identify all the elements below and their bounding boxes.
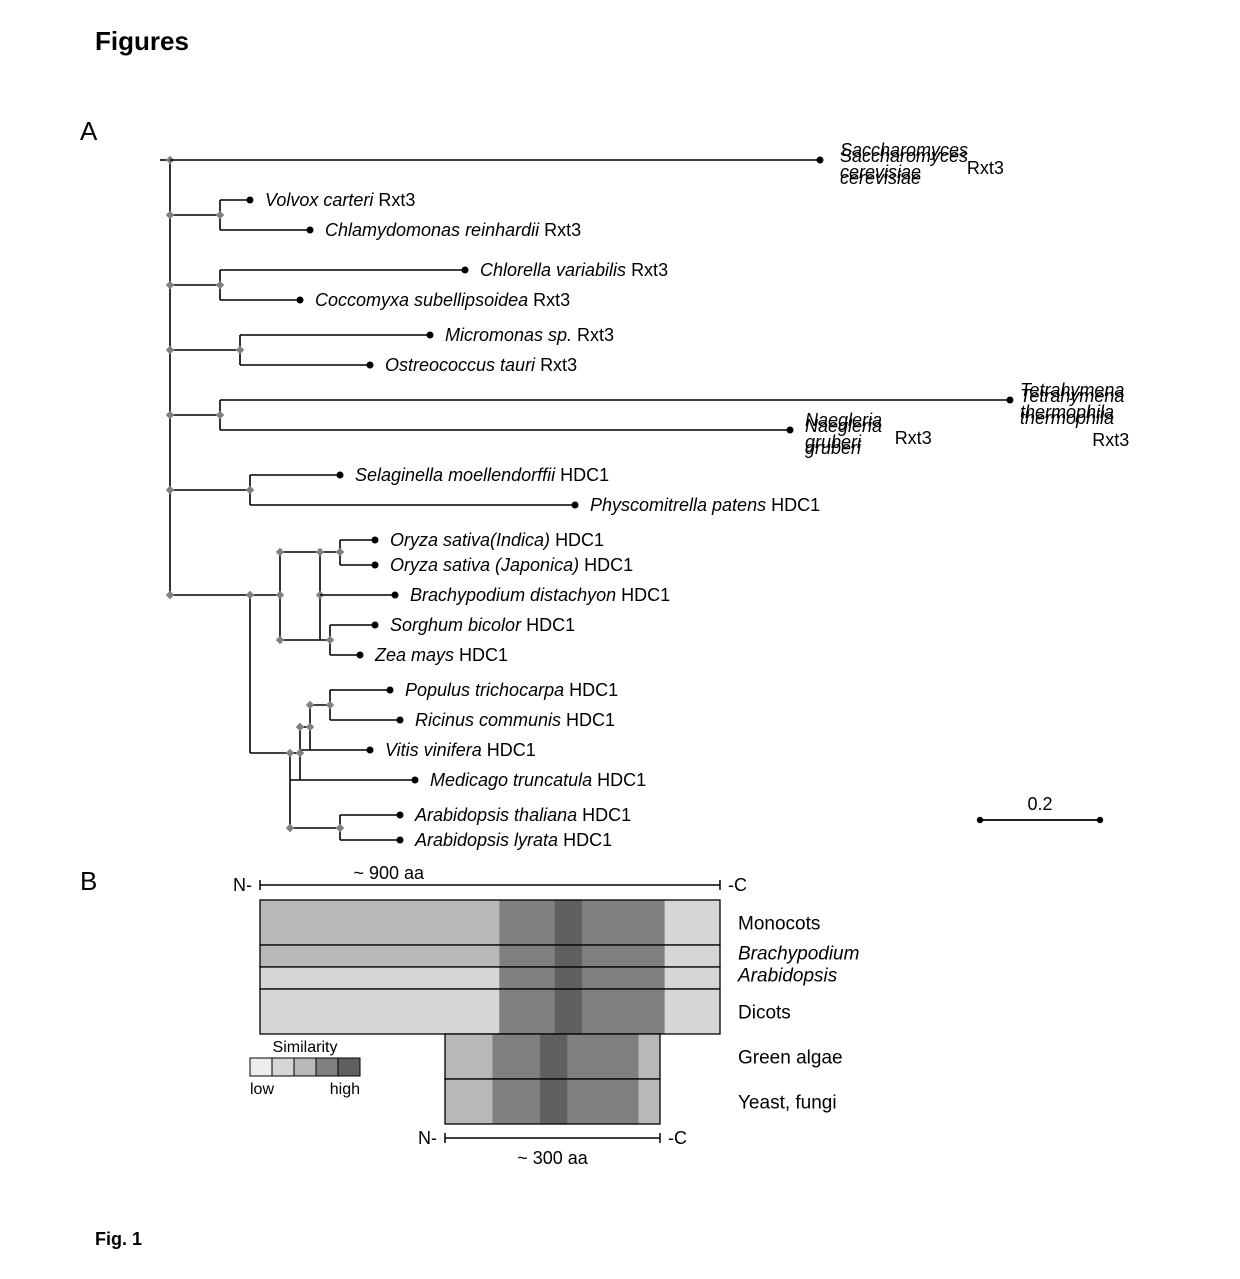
svg-text:Sorghum bicolor HDC1: Sorghum bicolor HDC1 <box>390 615 575 635</box>
leaf-label: Oryza sativa (Japonica) HDC1 <box>390 555 633 575</box>
legend-low: low <box>250 1081 274 1098</box>
row-label: Monocots <box>738 913 820 934</box>
leaf-label: Coccomyxa subellipsoidea Rxt3 <box>315 290 570 310</box>
svg-text:Chlamydomonas reinhardii Rxt3: Chlamydomonas reinhardii Rxt3 <box>325 220 581 240</box>
leaf-dot <box>367 747 374 754</box>
row-label: Green algae <box>738 1047 843 1068</box>
domain-row: Dicots <box>260 989 791 1034</box>
leaf-label: Zea mays HDC1 <box>374 645 508 665</box>
svg-text:cerevisiae: cerevisiae <box>840 168 921 188</box>
svg-text:Medicago truncatula HDC1: Medicago truncatula HDC1 <box>430 770 646 790</box>
leaf-dot <box>372 537 379 544</box>
row-label: Yeast, fungi <box>738 1092 837 1113</box>
svg-text:N-: N- <box>233 875 252 895</box>
leaf-label: Brachypodium distachyon HDC1 <box>410 585 670 605</box>
svg-text:Zea mays HDC1: Zea mays HDC1 <box>374 645 508 665</box>
svg-text:Saccharomyces: Saccharomyces <box>840 146 968 166</box>
leaf-label: Oryza sativa(Indica) HDC1 <box>390 530 604 550</box>
domain-row: Brachypodium <box>260 943 859 967</box>
leaf-dot <box>817 157 824 164</box>
svg-text:Micromonas sp. Rxt3: Micromonas sp. Rxt3 <box>445 325 614 345</box>
leaf-label: Physcomitrella patens HDC1 <box>590 495 820 515</box>
leaf-label: Chlorella variabilis Rxt3 <box>480 260 668 280</box>
bottom-scale-caption: ~ 300 aa <box>517 1148 589 1168</box>
svg-text:Vitis vinifera HDC1: Vitis vinifera HDC1 <box>385 740 536 760</box>
svg-text:Arabidopsis lyrata HDC1: Arabidopsis lyrata HDC1 <box>414 830 612 850</box>
svg-text:Physcomitrella patens HDC1: Physcomitrella patens HDC1 <box>590 495 820 515</box>
leaf-dot <box>387 687 394 694</box>
row-label: Arabidopsis <box>737 965 838 986</box>
leaf-label: Volvox carteri Rxt3 <box>265 190 415 210</box>
leaf-dot <box>392 592 399 599</box>
figure-svg: Figures A Saccharomycescerevisiae Tetrahyme… <box>0 0 1240 1274</box>
svg-text:Tetrahymena: Tetrahymena <box>1020 386 1124 406</box>
svg-text:-C: -C <box>728 875 747 895</box>
legend-title: Similarity <box>273 1039 338 1056</box>
leaf-label: Selaginella moellendorffii HDC1 <box>355 465 609 485</box>
svg-text:Oryza sativa (Japonica) HDC1: Oryza sativa (Japonica) HDC1 <box>390 555 633 575</box>
svg-text:thermophila: thermophila <box>1020 408 1114 428</box>
panel-a-label: A <box>80 116 98 146</box>
leaf-dot <box>1007 397 1014 404</box>
svg-text:Ricinus communis HDC1: Ricinus communis HDC1 <box>415 710 615 730</box>
leaf-dot <box>367 362 374 369</box>
leaf-dot <box>337 472 344 479</box>
top-scale-caption: ~ 900 aa <box>354 863 426 883</box>
leaf-dot <box>397 837 404 844</box>
leaf-label: Arabidopsis thaliana HDC1 <box>414 805 631 825</box>
leaf-dot <box>357 652 364 659</box>
leaf-dot <box>307 227 314 234</box>
leaf-dot <box>412 777 419 784</box>
svg-text:Rxt3: Rxt3 <box>895 428 932 448</box>
leaf-label: Sorghum bicolor HDC1 <box>390 615 575 635</box>
leaf-label: Chlamydomonas reinhardii Rxt3 <box>325 220 581 240</box>
leaf-dot <box>247 197 254 204</box>
svg-text:Volvox carteri Rxt3: Volvox carteri Rxt3 <box>265 190 415 210</box>
panel-b-label: B <box>80 866 97 896</box>
svg-text:Arabidopsis thaliana HDC1: Arabidopsis thaliana HDC1 <box>414 805 631 825</box>
svg-text:Rxt3: Rxt3 <box>1092 430 1129 450</box>
svg-text:Brachypodium distachyon HDC1: Brachypodium distachyon HDC1 <box>410 585 670 605</box>
svg-text:Ostreococcus tauri Rxt3: Ostreococcus tauri Rxt3 <box>385 355 577 375</box>
domain-row: Arabidopsis <box>260 965 838 989</box>
leaf-label: Medicago truncatula HDC1 <box>430 770 646 790</box>
leaf-label: Arabidopsis lyrata HDC1 <box>414 830 612 850</box>
leaf-dot <box>397 812 404 819</box>
leaf-label: Ostreococcus tauri Rxt3 <box>385 355 577 375</box>
scale-value: 0.2 <box>1027 794 1052 814</box>
svg-text:Coccomyxa subellipsoidea Rxt3: Coccomyxa subellipsoidea Rxt3 <box>315 290 570 310</box>
leaf-dot <box>427 332 434 339</box>
leaf-label: Micromonas sp. Rxt3 <box>445 325 614 345</box>
leaf-label: Ricinus communis HDC1 <box>415 710 615 730</box>
leaf-dot <box>397 717 404 724</box>
legend-high: high <box>330 1081 360 1098</box>
svg-text:N-: N- <box>418 1128 437 1148</box>
row-label: Brachypodium <box>738 943 859 964</box>
svg-text:gruberi: gruberi <box>805 438 862 458</box>
leaf-label: Populus trichocarpa HDC1 <box>405 680 618 700</box>
leaf-dot <box>572 502 579 509</box>
svg-text:Naegleria: Naegleria <box>805 416 882 436</box>
leaf-dot <box>787 427 794 434</box>
leaf-label: Vitis vinifera HDC1 <box>385 740 536 760</box>
leaf-dot <box>372 622 379 629</box>
svg-text:Populus trichocarpa HDC1: Populus trichocarpa HDC1 <box>405 680 618 700</box>
figure-label: Fig. 1 <box>95 1229 142 1249</box>
leaf-dot <box>462 267 469 274</box>
svg-text:Oryza sativa(Indica) HDC1: Oryza sativa(Indica) HDC1 <box>390 530 604 550</box>
leaf-dot <box>372 562 379 569</box>
heading: Figures <box>95 26 189 56</box>
leaf-dot <box>297 297 304 304</box>
svg-text:Rxt3: Rxt3 <box>967 158 1004 178</box>
svg-text:Chlorella variabilis Rxt3: Chlorella variabilis Rxt3 <box>480 260 668 280</box>
row-label: Dicots <box>738 1002 791 1023</box>
svg-text:Selaginella moellendorffii HDC: Selaginella moellendorffii HDC1 <box>355 465 609 485</box>
svg-text:-C: -C <box>668 1128 687 1148</box>
